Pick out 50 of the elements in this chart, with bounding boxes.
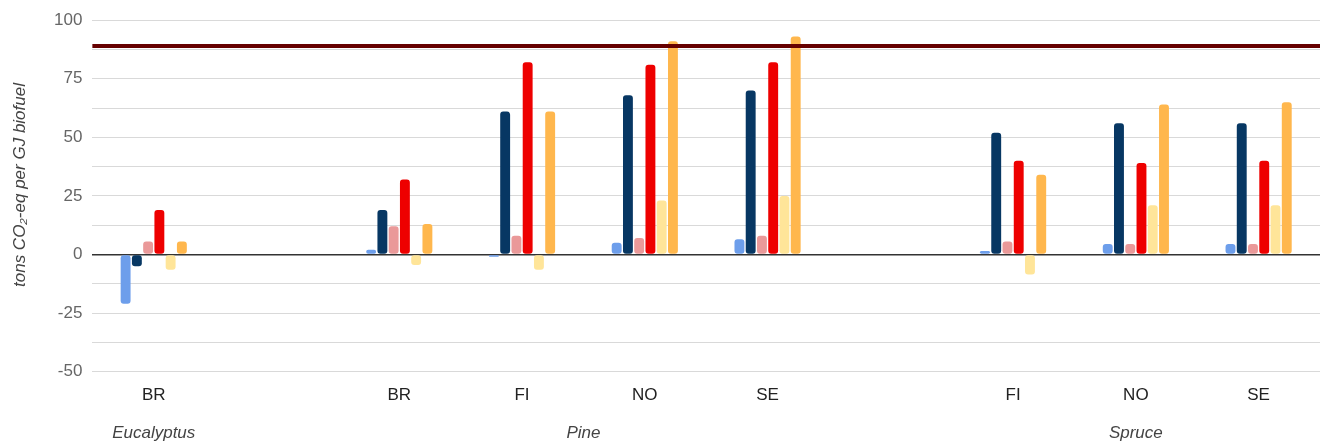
- y-tick-label: 25: [63, 185, 83, 205]
- bar: [422, 224, 433, 254]
- x-tick-label: NO: [632, 385, 658, 405]
- bar: [511, 235, 522, 254]
- bar: [1270, 205, 1281, 254]
- bar: [622, 95, 633, 254]
- y-axis-title: tons CO₂-eq per GJ biofuel: [10, 83, 30, 287]
- bar: [522, 62, 533, 254]
- bar: [745, 90, 756, 254]
- bar: [667, 41, 678, 254]
- bar: [1136, 163, 1147, 254]
- bar: [120, 255, 131, 304]
- bar: [545, 111, 556, 254]
- bar: [1013, 160, 1024, 254]
- bar: [1025, 255, 1035, 275]
- x-tick-label: FI: [514, 385, 530, 405]
- y-tick-label: 0: [72, 244, 83, 264]
- text: Pine: [566, 423, 601, 442]
- bar: [645, 64, 656, 254]
- bar: [991, 132, 1002, 254]
- bar: [500, 111, 511, 254]
- bar: [790, 36, 801, 254]
- x-tick-label: FI: [1005, 385, 1021, 405]
- text: Spruce: [1108, 423, 1163, 442]
- bar: [399, 179, 410, 254]
- bar: [1036, 174, 1047, 254]
- bar: [756, 235, 767, 254]
- y-tick-label: 75: [63, 68, 83, 88]
- y-tick-label: 50: [63, 127, 83, 147]
- bar: [1147, 205, 1158, 254]
- y-tick-label: 100: [53, 9, 83, 29]
- bar: [1159, 104, 1169, 254]
- x-tick-label: BR: [141, 385, 166, 405]
- x-tick-label: SE: [1247, 385, 1270, 405]
- x-tick-label: SE: [756, 385, 779, 405]
- bar: [1114, 123, 1124, 254]
- bar: [656, 200, 667, 254]
- y-tick-label: -25: [57, 302, 83, 322]
- text: Eucalyptus: [112, 423, 196, 442]
- bar: [154, 209, 165, 254]
- y-tick-label: -50: [57, 361, 83, 381]
- bar: [377, 209, 388, 254]
- bar: [1236, 123, 1247, 254]
- bar: [1259, 160, 1270, 254]
- bar: [1281, 102, 1292, 254]
- bar: [768, 62, 779, 254]
- bar: [388, 226, 399, 254]
- bar: [779, 195, 790, 254]
- x-tick-label: BR: [387, 385, 412, 405]
- x-tick-label: NO: [1123, 385, 1149, 405]
